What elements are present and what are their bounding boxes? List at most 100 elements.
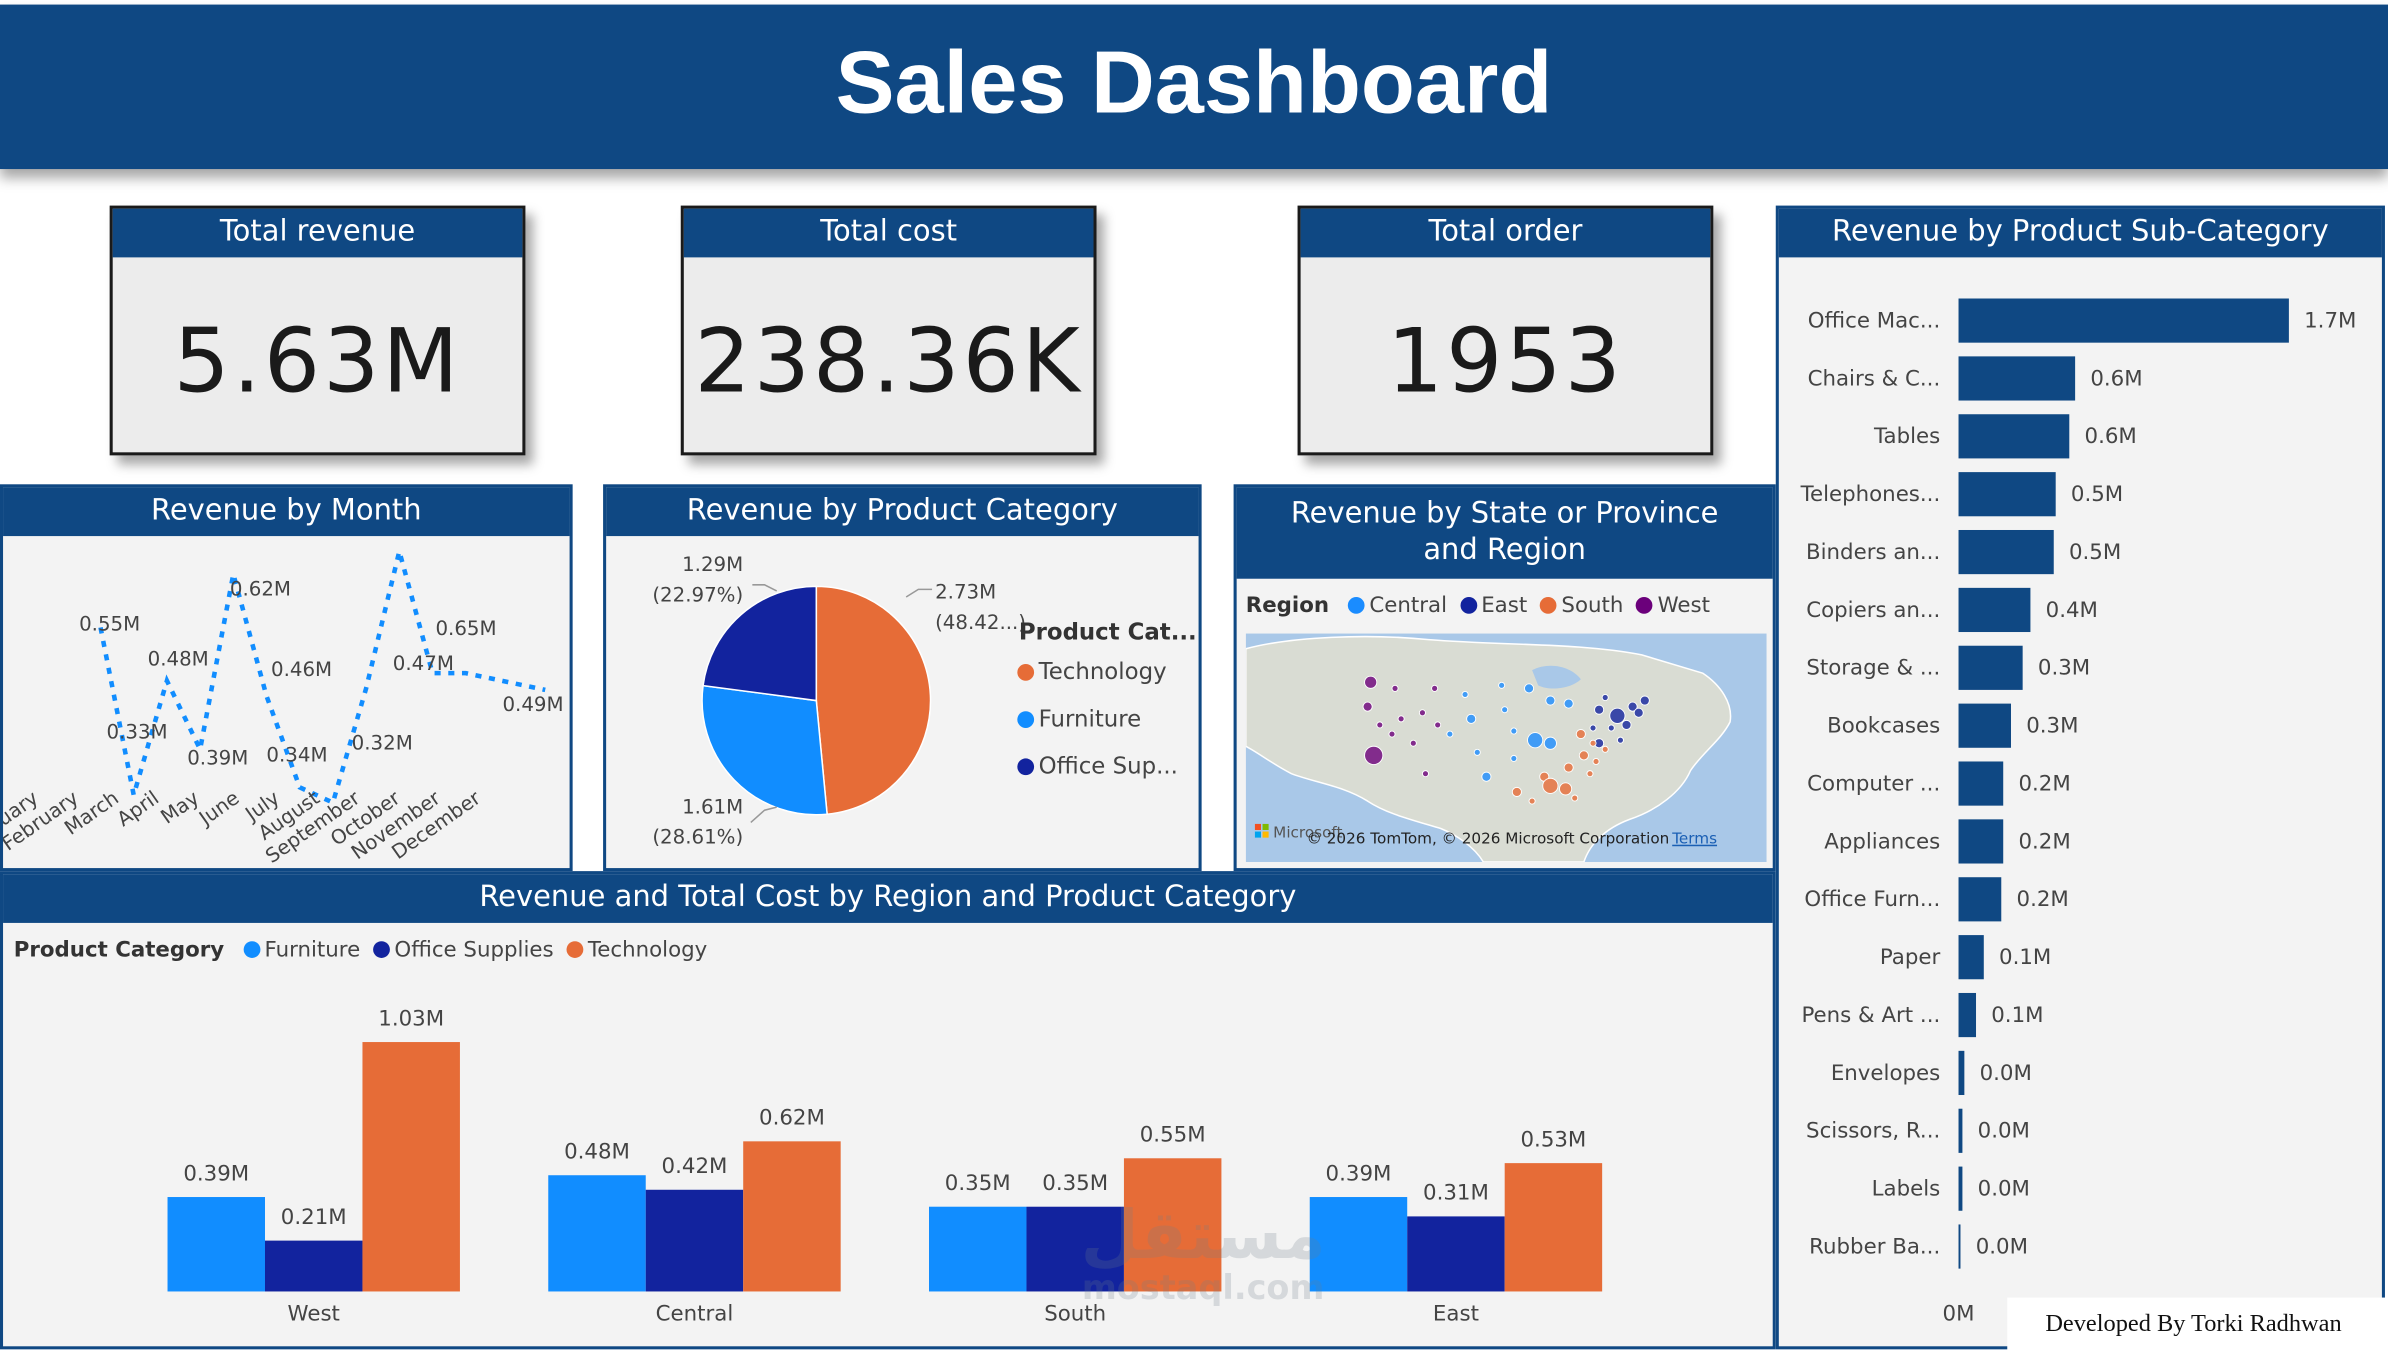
legend-swatch xyxy=(243,941,260,958)
state-bubble-map[interactable]: Microsoft © 2026 TomTom, © 2026 Microsof… xyxy=(1245,633,1767,862)
revenue-by-state-panel[interactable]: Revenue by State or Province and Region … xyxy=(1233,484,1776,872)
page-title: Sales Dashboard xyxy=(835,33,1553,133)
legend-swatch xyxy=(1017,711,1035,728)
bar-value-label: 0.5M xyxy=(2069,540,2121,565)
bar xyxy=(1958,1166,1963,1211)
watermark-arabic: مستقل xyxy=(1080,1197,1326,1275)
legend-swatch xyxy=(566,941,584,958)
legend-item[interactable]: Technology xyxy=(1005,658,1167,685)
month-line-chart[interactable]: 0.55M 0.33M 0.48M 0.39M 0.62M 0.46M 0.34M 0.32M… xyxy=(3,536,570,868)
bar-value-label: 0.6M xyxy=(2085,424,2137,449)
legend-item-office-supplies[interactable]: Office Supplies xyxy=(367,938,554,963)
developer-credit: Developed By Torki Radhwan xyxy=(2007,1297,2388,1353)
category-pie-chart[interactable]: 2.73M (48.42...) 1.61M (28.61%) 1.29M (22.97%… xyxy=(606,536,1198,868)
kpi-label: Total revenue xyxy=(112,208,523,258)
bar-value-label: 0.53M xyxy=(1520,1127,1586,1152)
legend-item[interactable]: Furniture xyxy=(1005,705,1141,733)
map-bubble xyxy=(1388,730,1396,738)
map-bubble xyxy=(1578,750,1589,761)
kpi-label: Total order xyxy=(1300,208,1711,258)
map-bubble xyxy=(1589,724,1597,732)
category-label: Telephones... xyxy=(1800,482,1941,507)
map-bubble xyxy=(1510,754,1518,762)
legend-title: Product Category xyxy=(13,938,225,963)
region-category-bar-chart[interactable]: 0.39M 0.21M 1.03M West 0.48M 0.42M 0.62M Centra… xyxy=(3,874,1773,1346)
legend-item-technology[interactable]: Technology xyxy=(560,938,707,963)
kpi-card-total-cost[interactable]: Total cost 238.36K xyxy=(680,205,1097,456)
bar xyxy=(1958,298,2289,343)
x-tick-label: South xyxy=(1044,1301,1106,1326)
slice-value-label: 1.29M xyxy=(682,553,743,576)
legend-label: South xyxy=(1561,593,1624,619)
bar-value-label: 0.2M xyxy=(2018,829,2070,854)
bar xyxy=(362,1042,460,1292)
bar-value-label: 0.35M xyxy=(945,1171,1011,1196)
subcategory-panel[interactable]: Revenue by Product Sub-Category Office M… xyxy=(1775,205,2385,1350)
map-bubble xyxy=(1559,782,1573,796)
x-axis-label: 0M xyxy=(1943,1301,1975,1326)
bar xyxy=(1958,703,2011,748)
data-label: 0.34M xyxy=(266,743,327,766)
pie-legend-title: Product Cat... xyxy=(1018,618,1197,646)
bar xyxy=(1958,877,2002,922)
data-label: 0.39M xyxy=(187,747,248,770)
data-label: 0.48M xyxy=(148,648,209,671)
map-bubble xyxy=(1397,715,1405,723)
legend-item-east[interactable]: East xyxy=(1454,594,1527,618)
legend-item-west[interactable]: West xyxy=(1630,594,1710,618)
region-legend: Region Central East South West xyxy=(1246,594,1710,618)
map-bubble xyxy=(1607,724,1615,732)
leader-line xyxy=(905,588,933,598)
data-label: 0.62M xyxy=(230,577,291,600)
subcategory-bar-chart[interactable]: Office Mac... 1.7M Chairs & C... 0.6M Tables… xyxy=(1779,257,2382,1346)
bar xyxy=(1958,529,2054,575)
x-tick-label: Central xyxy=(656,1301,734,1326)
kpi-card-total-revenue[interactable]: Total revenue 5.63M xyxy=(109,205,526,456)
legend-swatch xyxy=(1459,597,1477,614)
bar xyxy=(1958,414,2070,459)
category-label: Office Furn... xyxy=(1804,887,1940,912)
map-bubble xyxy=(1376,721,1384,729)
bar xyxy=(1958,992,1977,1038)
category-label: Tables xyxy=(1873,424,1940,449)
map-bubble xyxy=(1391,684,1399,692)
legend-swatch xyxy=(373,941,390,958)
slice-value-label: 2.73M xyxy=(935,581,996,604)
bar xyxy=(1958,1224,1961,1269)
legend-label: West xyxy=(1657,593,1710,619)
bar xyxy=(1958,819,2004,864)
bar-value-label: 0.1M xyxy=(1991,1003,2043,1028)
bar-value-label: 0.6M xyxy=(2090,366,2142,391)
bar-value-label: 0.0M xyxy=(1976,1234,2028,1259)
microsoft-logo xyxy=(1254,823,1262,831)
x-tick-label: East xyxy=(1433,1301,1479,1326)
map-terms-link[interactable]: Terms xyxy=(1671,830,1717,848)
bar xyxy=(1123,1158,1222,1292)
slice-percent-label: (28.61%) xyxy=(652,826,743,849)
map-bubble xyxy=(1418,709,1426,717)
kpi-card-total-order[interactable]: Total order 1953 xyxy=(1297,205,1714,456)
legend-label: Office Supplies xyxy=(394,938,554,963)
map-bubbles[interactable] xyxy=(1362,675,1650,805)
legend-item-central[interactable]: Central xyxy=(1336,594,1447,618)
legend-item[interactable]: Office Sup... xyxy=(1005,752,1178,780)
microsoft-logo xyxy=(1254,831,1262,838)
category-label: Office Mac... xyxy=(1808,308,1940,333)
legend-item-south[interactable]: South xyxy=(1534,594,1623,618)
revenue-by-category-panel[interactable]: Revenue by Product Category 2.73M (48.42.… xyxy=(603,484,1202,872)
slice-percent-label: (22.97%) xyxy=(652,584,743,607)
data-label: 0.46M xyxy=(271,658,332,681)
revenue-by-month-panel[interactable]: Revenue by Month 0.55M 0.33M 0.48M 0.39M 0.6… xyxy=(0,484,573,872)
x-tick-label: May xyxy=(157,786,204,828)
map-bubble xyxy=(1563,762,1574,773)
map-bubble xyxy=(1627,701,1638,712)
category-label: Appliances xyxy=(1824,829,1940,854)
microsoft-logo xyxy=(1262,823,1269,831)
region-category-panel[interactable]: Revenue and Total Cost by Region and Pro… xyxy=(0,871,1776,1350)
legend-label: Furniture xyxy=(264,938,361,963)
x-tick-label: April xyxy=(113,786,163,831)
map-bubble xyxy=(1609,707,1626,724)
map-bubble xyxy=(1431,684,1439,692)
legend-item-furniture[interactable]: Furniture xyxy=(231,938,361,963)
